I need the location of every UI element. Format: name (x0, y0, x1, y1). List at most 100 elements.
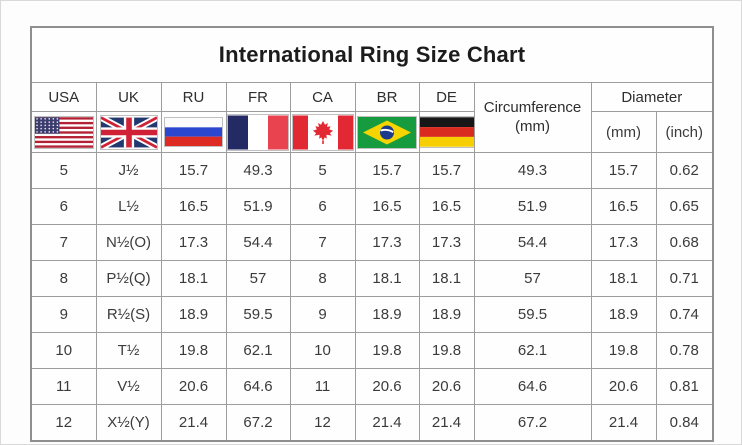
table-cell: 20.6 (160, 368, 227, 405)
table-cell: 16.5 (590, 188, 657, 225)
table-cell: 16.5 (160, 188, 227, 225)
table-row: 12 X½(Y) 21.4 67.2 12 21.4 21.4 67.2 21.4 0.84 (30, 404, 714, 442)
table-cell: 10 (30, 332, 97, 369)
table-cell: 6 (289, 188, 356, 225)
table-cell: 21.4 (160, 404, 227, 442)
germany-flag-icon (420, 117, 473, 147)
flag-wrap (291, 115, 354, 150)
table-row: 11 V½ 20.6 64.6 11 20.6 20.6 64.6 20.6 0.81 (30, 368, 714, 405)
column-header-ru: RU (160, 82, 227, 112)
table-cell: 19.8 (160, 332, 227, 369)
table-cell: 20.6 (418, 368, 475, 405)
flag-row: (mm) (inch) (30, 111, 714, 153)
flag-cell-ca (289, 111, 356, 153)
table-cell: 57 (473, 260, 592, 297)
flag-cell-uk (95, 111, 162, 153)
table-cell: 18.9 (354, 296, 420, 333)
table-cell: 59.5 (225, 296, 291, 333)
flag-cell-br (354, 111, 420, 153)
table-cell: 54.4 (225, 224, 291, 261)
column-header-usa: USA (30, 82, 97, 112)
column-header-de: DE (418, 82, 475, 112)
table-cell: 18.1 (354, 260, 420, 297)
table-cell: 17.3 (160, 224, 227, 261)
column-header-diameter: Diameter (590, 82, 714, 112)
table-row: 9 R½(S) 18.9 59.5 9 18.9 18.9 59.5 18.9 0.74 (30, 296, 714, 333)
table-cell: 10 (289, 332, 356, 369)
table-cell: 67.2 (225, 404, 291, 442)
table-cell: 8 (289, 260, 356, 297)
column-header-diameter-inch: (inch) (655, 111, 714, 153)
table-cell: 7 (289, 224, 356, 261)
table-cell: 0.81 (655, 368, 714, 405)
flag-cell-de (418, 111, 475, 153)
table-cell: 19.8 (354, 332, 420, 369)
table-cell: P½(Q) (95, 260, 162, 297)
table-cell: 15.7 (160, 152, 227, 189)
table-cell: 7 (30, 224, 97, 261)
france-flag-icon (228, 115, 288, 149)
table-cell: 57 (225, 260, 291, 297)
table-cell: 16.5 (354, 188, 420, 225)
title-row: International Ring Size Chart (30, 26, 714, 83)
table-cell: 67.2 (473, 404, 592, 442)
table-cell: 18.9 (418, 296, 475, 333)
table-cell: 20.6 (590, 368, 657, 405)
table-cell: J½ (95, 152, 162, 189)
table-cell: 18.1 (160, 260, 227, 297)
table-cell: 0.65 (655, 188, 714, 225)
table-cell: 11 (289, 368, 356, 405)
table-cell: 21.4 (354, 404, 420, 442)
table-cell: 5 (30, 152, 97, 189)
table-cell: T½ (95, 332, 162, 369)
flag-wrap (227, 115, 289, 150)
table-cell: 62.1 (473, 332, 592, 369)
table-cell: 17.3 (590, 224, 657, 261)
table-cell: 19.8 (590, 332, 657, 369)
table-cell: 0.62 (655, 152, 714, 189)
table-cell: 15.7 (418, 152, 475, 189)
table-row: 6 L½ 16.5 51.9 6 16.5 16.5 51.9 16.5 0.65 (30, 188, 714, 225)
table-cell: 21.4 (590, 404, 657, 442)
flag-wrap (162, 118, 225, 146)
table-cell: X½(Y) (95, 404, 162, 442)
column-header-fr: FR (225, 82, 291, 112)
table-cell: 11 (30, 368, 97, 405)
table-cell: 15.7 (590, 152, 657, 189)
flag-cell-fr (225, 111, 291, 153)
flag-cell-ru (160, 111, 227, 153)
table-cell: 49.3 (225, 152, 291, 189)
usa-flag-icon (34, 116, 93, 148)
table-cell: 15.7 (354, 152, 420, 189)
table-cell: 12 (289, 404, 356, 442)
table-cell: 18.1 (418, 260, 475, 297)
table-cell: 8 (30, 260, 97, 297)
table-cell: 0.68 (655, 224, 714, 261)
flag-wrap (356, 116, 418, 148)
column-header-row: USA UK RU FR CA BR DE Circumference (mm)… (30, 82, 714, 153)
table-cell: 54.4 (473, 224, 592, 261)
table-cell: 21.4 (418, 404, 475, 442)
table-cell: 5 (289, 152, 356, 189)
column-header-diameter-mm: (mm) (590, 111, 657, 153)
flag-wrap (97, 115, 160, 149)
table-cell: 0.84 (655, 404, 714, 442)
ring-size-table-body: 5 J½ 15.7 49.3 5 15.7 15.7 49.3 15.7 0.62 6 L½ 16.5 5… (30, 152, 714, 442)
table-cell: 0.74 (655, 296, 714, 333)
table-cell: 9 (289, 296, 356, 333)
table-cell: 12 (30, 404, 97, 442)
russia-flag-icon (165, 118, 222, 146)
table-cell: V½ (95, 368, 162, 405)
table-cell: 0.78 (655, 332, 714, 369)
table-cell: L½ (95, 188, 162, 225)
table-cell: 49.3 (473, 152, 592, 189)
table-cell: 64.6 (473, 368, 592, 405)
flag-wrap (32, 116, 95, 148)
table-cell: 62.1 (225, 332, 291, 369)
ring-size-table: International Ring Size Chart USA UK RU … (30, 26, 715, 442)
column-header-br: BR (354, 82, 420, 112)
table-cell: N½(O) (95, 224, 162, 261)
table-cell: 17.3 (418, 224, 475, 261)
table-cell: 9 (30, 296, 97, 333)
table-cell: 20.6 (354, 368, 420, 405)
